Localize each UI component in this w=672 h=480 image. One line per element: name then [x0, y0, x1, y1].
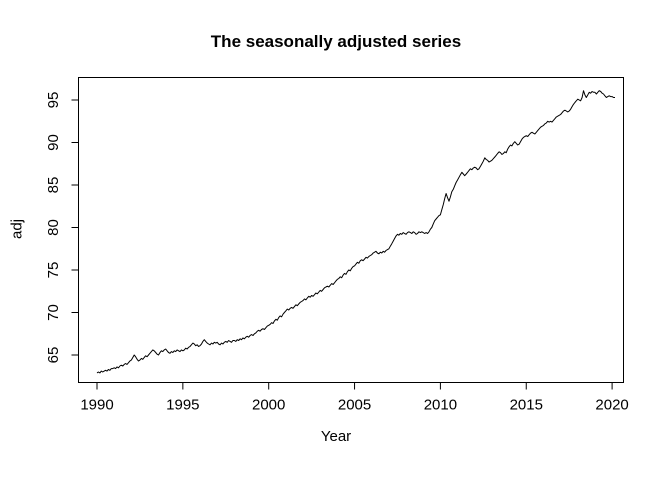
y-tick-label: 75	[45, 262, 62, 279]
y-tick-label: 95	[45, 92, 62, 109]
plot-border	[78, 77, 624, 383]
chart-title: The seasonally adjusted series	[210, 32, 462, 51]
y-tick-label: 70	[45, 304, 62, 321]
x-tick-label: 2005	[338, 397, 371, 414]
y-tick-label: 65	[45, 347, 62, 364]
x-tick-label: 2020	[595, 397, 628, 414]
x-tick-label: 2015	[510, 397, 543, 414]
y-axis-title: adj	[8, 218, 26, 240]
x-tick-label: 1990	[80, 397, 113, 414]
data-series-line	[96, 90, 615, 374]
y-tick-label: 85	[45, 177, 62, 194]
x-axis-title: Year	[320, 428, 352, 445]
y-tick-label: 80	[45, 219, 62, 236]
y-tick-label: 90	[45, 134, 62, 151]
x-tick-label: 2000	[252, 397, 285, 414]
x-tick-label: 2010	[424, 397, 457, 414]
x-tick-label: 1995	[166, 397, 199, 414]
